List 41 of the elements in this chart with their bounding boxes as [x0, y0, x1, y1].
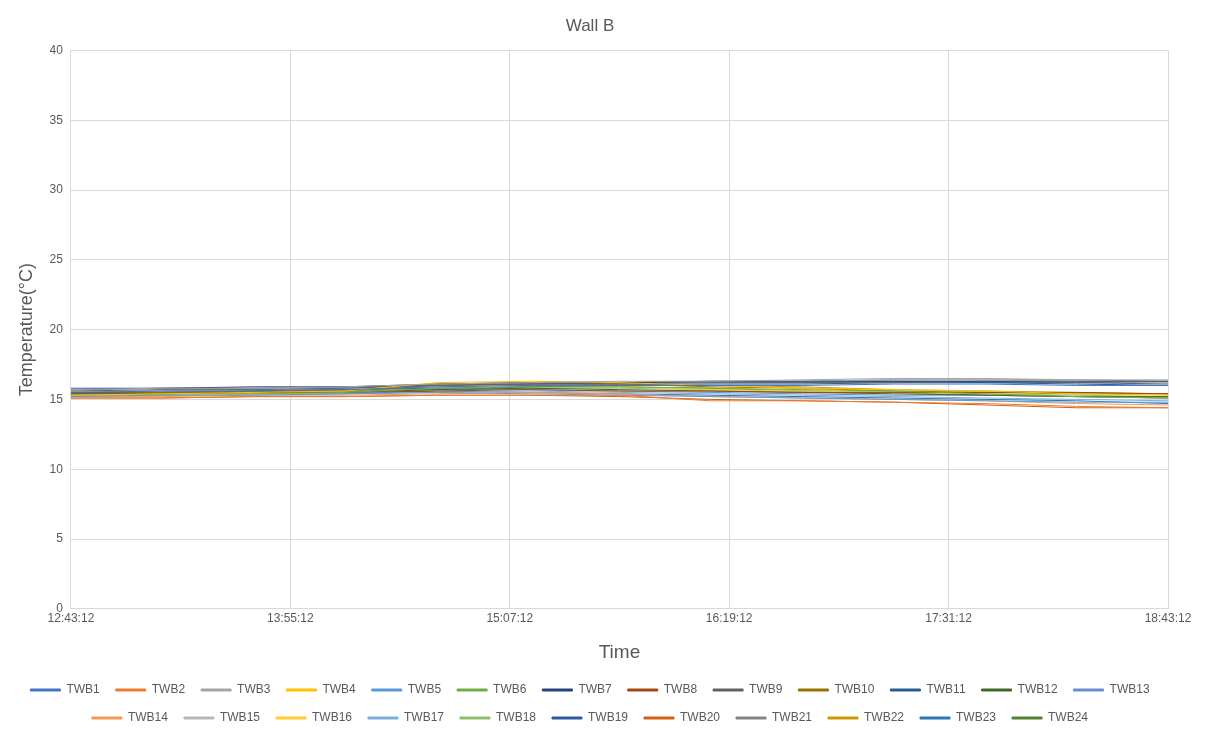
x-tick-label: 17:31:12	[925, 611, 973, 626]
legend-label: TWB24	[1048, 710, 1089, 725]
y-tick-label: 40	[49, 42, 64, 57]
x-tick-label: 18:43:12	[1144, 611, 1192, 626]
y-tick-label: 35	[49, 112, 64, 127]
x-tick-label: 15:07:12	[486, 611, 534, 626]
legend-label: TWB4	[322, 682, 357, 697]
legend-label: TWB19	[588, 710, 629, 725]
x-tick-label: 13:55:12	[267, 611, 315, 626]
legend-label: TWB22	[864, 710, 905, 725]
legend-label: TWB21	[772, 710, 813, 725]
y-tick-label: 5	[56, 531, 64, 546]
legend-label: TWB16	[311, 710, 353, 725]
legend-label: TWB3	[237, 682, 271, 697]
legend-label: TWB23	[956, 710, 997, 725]
y-tick-label: 25	[49, 252, 64, 267]
legend-label: TWB14	[127, 710, 169, 725]
y-tick-label: 30	[49, 182, 64, 197]
y-tick-label: 15	[49, 391, 64, 406]
legend-label: TWB18	[495, 710, 537, 725]
y-tick-label: 10	[49, 461, 64, 476]
legend-label: TWB9	[749, 682, 783, 697]
legend-label: TWB5	[407, 682, 442, 697]
legend-label: TWB10	[834, 682, 875, 697]
legend-label: TWB15	[219, 710, 261, 725]
y-tick-label: 20	[49, 321, 64, 336]
legend-label: TWB1	[66, 682, 101, 697]
legend-label: TWB2	[151, 682, 186, 697]
legend-label: TWB17	[403, 710, 445, 725]
legend-label: TWB11	[926, 682, 966, 697]
legend-label: TWB13	[1109, 682, 1150, 697]
y-axis-title: Temperature(°C)	[15, 262, 36, 397]
x-tick-label: 12:43:12	[47, 611, 95, 626]
legend-label: TWB6	[493, 682, 527, 697]
legend-label: TWB12	[1017, 682, 1058, 697]
x-axis-title: Time	[598, 640, 641, 662]
x-tick-label: 16:19:12	[705, 611, 753, 626]
legend-label: TWB8	[663, 682, 698, 697]
legend-label: TWB20	[680, 710, 721, 725]
legend-label: TWB7	[578, 682, 613, 697]
chart-title: Wall B	[565, 15, 615, 35]
